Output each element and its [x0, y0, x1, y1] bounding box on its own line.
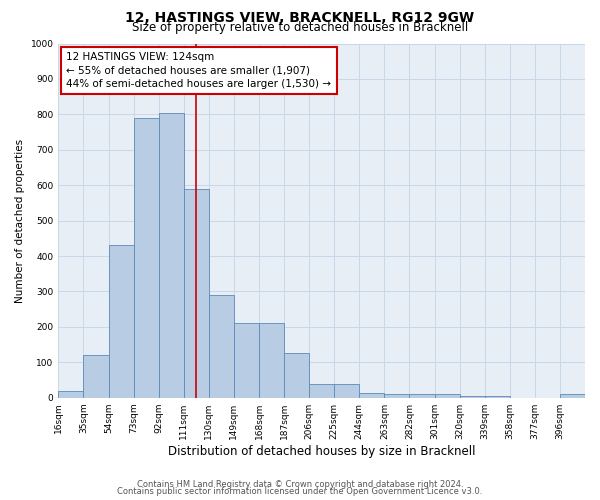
Y-axis label: Number of detached properties: Number of detached properties — [15, 138, 25, 302]
Text: 12 HASTINGS VIEW: 124sqm
← 55% of detached houses are smaller (1,907)
44% of sem: 12 HASTINGS VIEW: 124sqm ← 55% of detach… — [67, 52, 331, 89]
Bar — [109, 246, 134, 398]
Bar — [560, 394, 585, 398]
Bar — [385, 394, 409, 398]
Bar — [485, 396, 510, 398]
Text: Size of property relative to detached houses in Bracknell: Size of property relative to detached ho… — [132, 22, 468, 35]
Bar — [409, 394, 434, 398]
Bar — [209, 295, 234, 398]
Bar — [259, 324, 284, 398]
Bar — [434, 394, 460, 398]
Bar — [234, 324, 259, 398]
Bar — [284, 354, 309, 398]
Text: 12, HASTINGS VIEW, BRACKNELL, RG12 9GW: 12, HASTINGS VIEW, BRACKNELL, RG12 9GW — [125, 11, 475, 25]
Text: Contains HM Land Registry data © Crown copyright and database right 2024.: Contains HM Land Registry data © Crown c… — [137, 480, 463, 489]
Bar — [159, 112, 184, 398]
Bar — [309, 384, 334, 398]
Bar — [83, 355, 109, 398]
Bar — [460, 396, 485, 398]
Text: Contains public sector information licensed under the Open Government Licence v3: Contains public sector information licen… — [118, 487, 482, 496]
Bar — [184, 188, 209, 398]
Bar — [134, 118, 159, 398]
Bar — [58, 392, 83, 398]
Bar — [359, 393, 385, 398]
X-axis label: Distribution of detached houses by size in Bracknell: Distribution of detached houses by size … — [168, 444, 475, 458]
Bar — [334, 384, 359, 398]
